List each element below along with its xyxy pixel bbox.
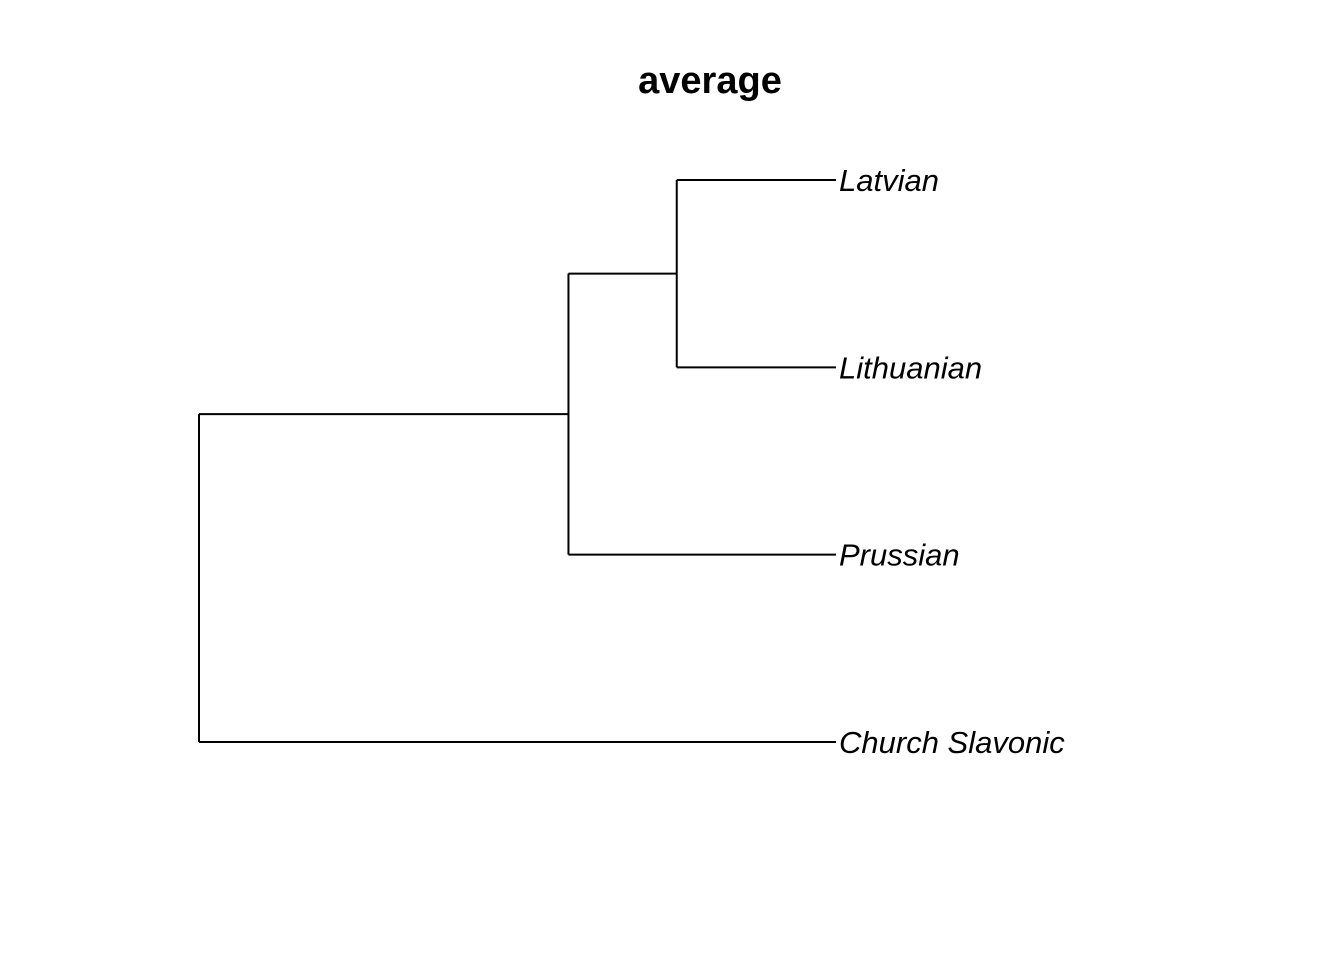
leaf-label-latvian: Latvian bbox=[839, 163, 939, 198]
leaf-label-lithuanian: Lithuanian bbox=[839, 350, 982, 385]
dendrogram-branches bbox=[198, 179, 836, 743]
leaf-label-prussian: Prussian bbox=[839, 538, 960, 573]
chart-title: average bbox=[638, 60, 782, 102]
leaf-label-church-slavonic: Church Slavonic bbox=[839, 725, 1065, 760]
dendrogram-leaf-labels: Latvian Lithuanian Prussian Church Slavonic bbox=[839, 163, 1065, 760]
